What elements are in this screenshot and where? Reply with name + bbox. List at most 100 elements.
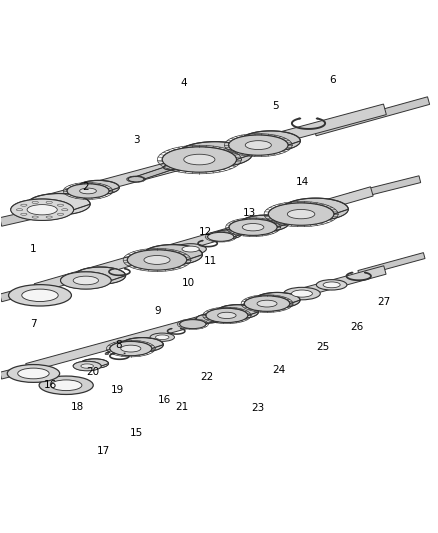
Polygon shape xyxy=(60,276,126,289)
Polygon shape xyxy=(229,131,300,145)
Ellipse shape xyxy=(184,154,215,165)
Ellipse shape xyxy=(67,184,109,198)
Ellipse shape xyxy=(32,201,38,204)
Text: 22: 22 xyxy=(200,372,213,382)
Polygon shape xyxy=(34,187,373,293)
Ellipse shape xyxy=(62,209,68,211)
Ellipse shape xyxy=(323,282,340,288)
Ellipse shape xyxy=(46,216,52,218)
Polygon shape xyxy=(73,364,109,371)
Ellipse shape xyxy=(257,300,277,307)
Ellipse shape xyxy=(287,209,315,219)
Ellipse shape xyxy=(50,380,82,391)
Text: 23: 23 xyxy=(251,403,264,414)
Ellipse shape xyxy=(229,219,277,236)
Text: 2: 2 xyxy=(82,182,89,192)
Ellipse shape xyxy=(46,201,52,204)
Ellipse shape xyxy=(21,213,27,215)
Polygon shape xyxy=(206,312,258,322)
Text: 6: 6 xyxy=(329,75,336,85)
Ellipse shape xyxy=(128,176,144,182)
Ellipse shape xyxy=(57,213,64,215)
Ellipse shape xyxy=(18,368,49,379)
Ellipse shape xyxy=(182,246,199,252)
Text: 18: 18 xyxy=(71,402,84,412)
Text: 8: 8 xyxy=(115,340,122,350)
Polygon shape xyxy=(110,337,163,349)
Polygon shape xyxy=(208,235,241,241)
Polygon shape xyxy=(229,223,289,236)
Polygon shape xyxy=(229,141,300,155)
Polygon shape xyxy=(244,293,300,304)
Text: 17: 17 xyxy=(97,446,110,456)
Ellipse shape xyxy=(22,289,58,302)
Polygon shape xyxy=(268,198,348,214)
Text: 21: 21 xyxy=(175,402,188,412)
Ellipse shape xyxy=(206,308,248,322)
Polygon shape xyxy=(358,253,425,277)
Ellipse shape xyxy=(127,250,187,270)
Polygon shape xyxy=(162,142,252,159)
Text: 19: 19 xyxy=(111,385,124,394)
Polygon shape xyxy=(60,267,126,280)
Text: 1: 1 xyxy=(30,244,37,254)
Polygon shape xyxy=(73,359,109,366)
Ellipse shape xyxy=(175,244,206,254)
Ellipse shape xyxy=(163,165,179,170)
Text: 14: 14 xyxy=(295,177,309,187)
Ellipse shape xyxy=(143,245,202,265)
Ellipse shape xyxy=(178,142,252,167)
Ellipse shape xyxy=(27,205,57,215)
Ellipse shape xyxy=(73,361,101,371)
Polygon shape xyxy=(229,215,289,227)
Text: 13: 13 xyxy=(243,208,256,218)
Polygon shape xyxy=(43,104,386,206)
Polygon shape xyxy=(0,280,54,302)
Polygon shape xyxy=(127,245,202,260)
Ellipse shape xyxy=(316,118,318,119)
Text: 3: 3 xyxy=(133,135,139,145)
Ellipse shape xyxy=(364,272,366,273)
Ellipse shape xyxy=(229,135,288,155)
Ellipse shape xyxy=(121,345,141,352)
Ellipse shape xyxy=(240,215,289,231)
Ellipse shape xyxy=(105,353,109,354)
Polygon shape xyxy=(180,319,223,328)
Polygon shape xyxy=(0,200,80,226)
Ellipse shape xyxy=(242,223,264,231)
Ellipse shape xyxy=(241,131,300,151)
Text: 4: 4 xyxy=(181,78,187,88)
Text: 26: 26 xyxy=(350,322,363,332)
Ellipse shape xyxy=(155,335,169,340)
Polygon shape xyxy=(349,176,420,200)
Text: 16: 16 xyxy=(44,380,57,390)
Ellipse shape xyxy=(292,290,312,297)
Ellipse shape xyxy=(78,180,119,195)
Ellipse shape xyxy=(16,209,23,211)
Ellipse shape xyxy=(218,312,236,319)
Ellipse shape xyxy=(80,188,96,194)
Ellipse shape xyxy=(27,193,90,215)
Ellipse shape xyxy=(283,198,348,220)
Ellipse shape xyxy=(215,230,241,239)
Ellipse shape xyxy=(144,255,170,264)
Ellipse shape xyxy=(254,293,300,308)
Ellipse shape xyxy=(298,118,301,119)
Text: 9: 9 xyxy=(155,306,161,316)
Ellipse shape xyxy=(121,337,163,352)
Ellipse shape xyxy=(180,320,206,328)
Ellipse shape xyxy=(21,204,27,206)
Ellipse shape xyxy=(11,199,74,221)
Ellipse shape xyxy=(32,216,38,218)
Ellipse shape xyxy=(351,272,353,273)
Polygon shape xyxy=(208,230,241,237)
Ellipse shape xyxy=(162,147,237,172)
Ellipse shape xyxy=(60,272,111,289)
Ellipse shape xyxy=(244,296,290,311)
Ellipse shape xyxy=(245,141,272,150)
Polygon shape xyxy=(128,167,179,182)
Ellipse shape xyxy=(81,364,93,368)
Text: 25: 25 xyxy=(316,342,329,352)
Ellipse shape xyxy=(217,305,258,319)
Text: 10: 10 xyxy=(182,278,195,288)
